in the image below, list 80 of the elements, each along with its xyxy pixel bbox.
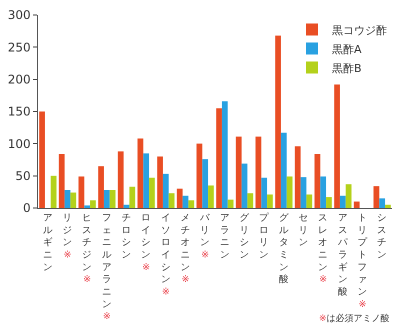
bar — [275, 36, 281, 208]
bar — [354, 202, 360, 208]
bar — [346, 184, 352, 208]
bar — [326, 197, 332, 208]
x-tick-label: セリン — [298, 212, 308, 248]
category-label: フェニルアラニン※ — [102, 212, 112, 322]
x-tick-label: シスチン — [377, 212, 388, 260]
bar — [267, 194, 273, 208]
y-tick-label: 150 — [8, 104, 31, 119]
y-tick-label: 250 — [8, 40, 31, 54]
y-tick-label: 300 — [8, 8, 31, 22]
bar — [314, 154, 320, 208]
bar — [216, 108, 222, 208]
y-tick-label: 50 — [15, 169, 31, 184]
bar — [294, 146, 301, 208]
bar — [374, 186, 380, 208]
bar — [286, 176, 292, 208]
bar — [385, 204, 391, 208]
bar — [162, 174, 169, 208]
x-tick-label: スレオニン※ — [318, 212, 328, 286]
y-tick-label: 100 — [8, 136, 31, 151]
x-tick-label: グリシン — [240, 212, 250, 260]
bar — [129, 186, 136, 208]
bar — [176, 188, 183, 208]
x-tick-label: ヒスチジン※ — [82, 212, 92, 286]
bar — [110, 190, 116, 208]
x-tick-label: リジン※ — [62, 212, 72, 260]
bar — [261, 178, 268, 208]
bar — [39, 112, 45, 208]
bar — [247, 193, 254, 208]
bar — [149, 178, 155, 208]
bar — [104, 190, 110, 208]
y-tick-label: 0 — [22, 201, 31, 216]
bar — [58, 154, 65, 208]
x-tick-label: トリプトファン※ — [358, 212, 368, 310]
bar — [379, 198, 386, 208]
bar — [256, 136, 262, 208]
legend-label: 黒酢A — [332, 42, 362, 56]
x-tick-label: ロイシン※ — [141, 212, 152, 273]
bar — [242, 164, 248, 208]
x-tick-label: メチオニン※ — [180, 212, 190, 286]
x-tick-label: イソロイシン※ — [160, 212, 171, 298]
bar — [196, 144, 202, 208]
bar — [228, 200, 234, 208]
bar — [280, 132, 287, 208]
bar — [208, 185, 214, 208]
legend-label: 黒コウジ酢 — [332, 24, 387, 37]
bar — [300, 177, 306, 208]
bar — [188, 200, 194, 208]
y-tick-label: 200 — [8, 72, 31, 87]
x-tick-label: グルタミン酸 — [278, 212, 290, 286]
text: ※は必須アミノ酸 — [319, 313, 390, 324]
bar — [320, 176, 326, 208]
x-tick-label: アルギニン — [42, 212, 53, 273]
bar — [138, 138, 144, 208]
x-tick-label: プロリン — [259, 211, 270, 260]
bar — [84, 205, 90, 208]
bar — [222, 101, 228, 208]
bar — [98, 166, 104, 208]
bar — [143, 153, 150, 208]
bar — [334, 84, 340, 208]
bar — [306, 194, 312, 208]
bar — [90, 200, 96, 208]
bar — [118, 151, 124, 208]
bar — [202, 159, 208, 208]
legend-label: 黒酢B — [332, 62, 362, 75]
x-tick-label: アラニン — [220, 212, 230, 260]
bar — [78, 176, 84, 208]
bar — [236, 136, 242, 208]
bar — [182, 196, 188, 208]
bar — [70, 192, 76, 208]
bar — [64, 190, 70, 208]
bar — [340, 196, 346, 208]
x-tick-label: バリン※ — [199, 212, 212, 260]
bar — [168, 193, 174, 208]
x-tick-label: チロシン — [122, 212, 132, 260]
bar — [50, 176, 56, 208]
x-tick-label: アスパラギン酸 — [336, 212, 349, 298]
bar — [157, 156, 163, 208]
bar — [124, 204, 130, 208]
